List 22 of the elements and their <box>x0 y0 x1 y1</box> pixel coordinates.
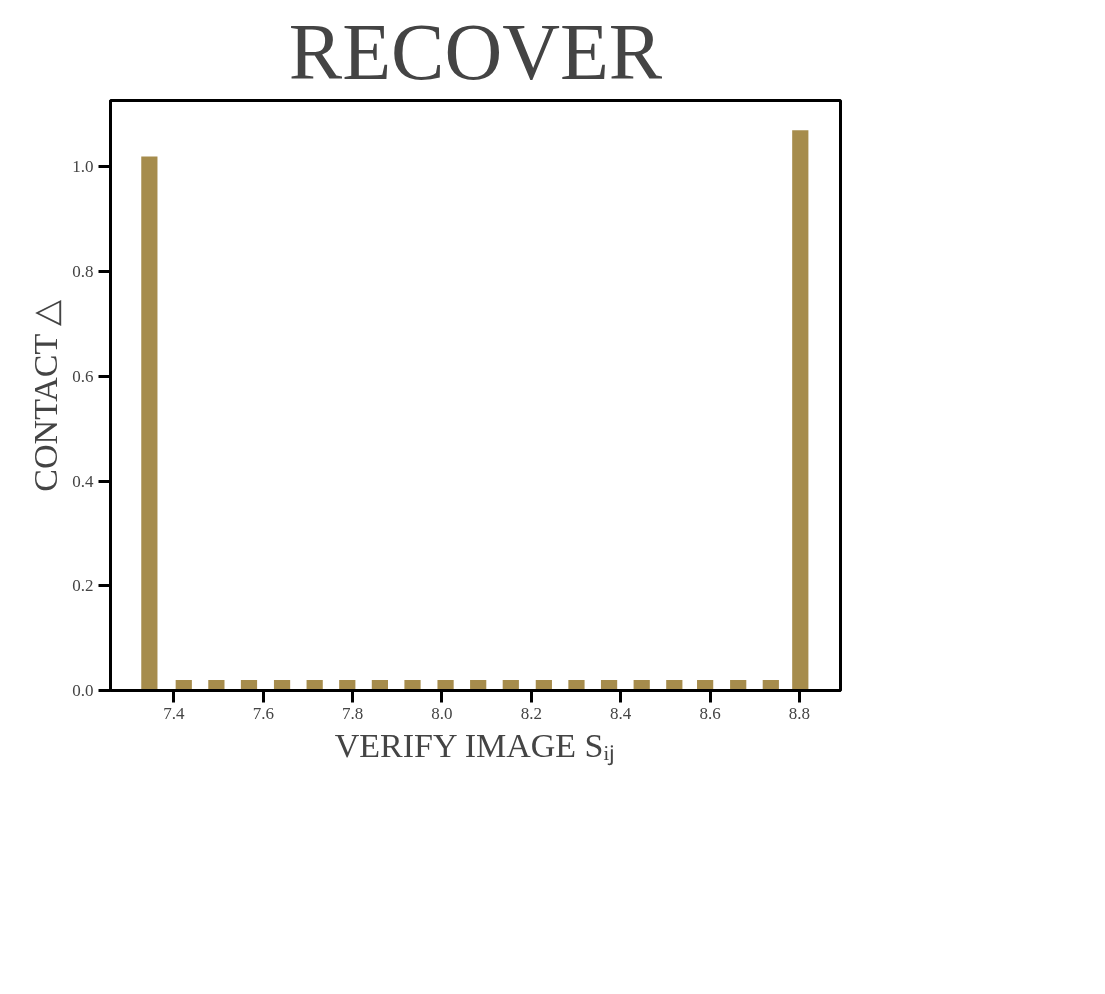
y-tick-label: 0.2 <box>72 576 94 596</box>
x-tick-label: 8.6 <box>699 703 721 723</box>
x-tick-label: 8.0 <box>431 703 453 723</box>
chart-title: RECOVER <box>288 7 663 96</box>
x-tick-label: 7.8 <box>342 703 364 723</box>
x-tick-label: 7.4 <box>163 703 186 723</box>
y-tick-label: 1.0 <box>72 157 94 177</box>
y-tick-label: 0.0 <box>72 681 94 700</box>
bar <box>568 680 585 691</box>
x-tick-label: 8.4 <box>610 703 632 723</box>
x-axis-title: VERIFY IMAGE Sᵢⱼ <box>334 726 616 766</box>
y-tick-label: 0.8 <box>72 262 94 282</box>
bar <box>437 680 454 691</box>
bar <box>141 156 158 691</box>
x-tick-label: 8.2 <box>520 703 542 723</box>
x-tick-label: 7.6 <box>252 703 274 723</box>
y-axis-title: CONTACT △ <box>27 298 65 492</box>
x-tick-label: 8.8 <box>788 703 811 723</box>
bar <box>792 130 809 691</box>
y-tick-label: 0.4 <box>72 471 94 491</box>
bar <box>404 680 421 691</box>
y-tick-label: 0.6 <box>72 366 94 386</box>
